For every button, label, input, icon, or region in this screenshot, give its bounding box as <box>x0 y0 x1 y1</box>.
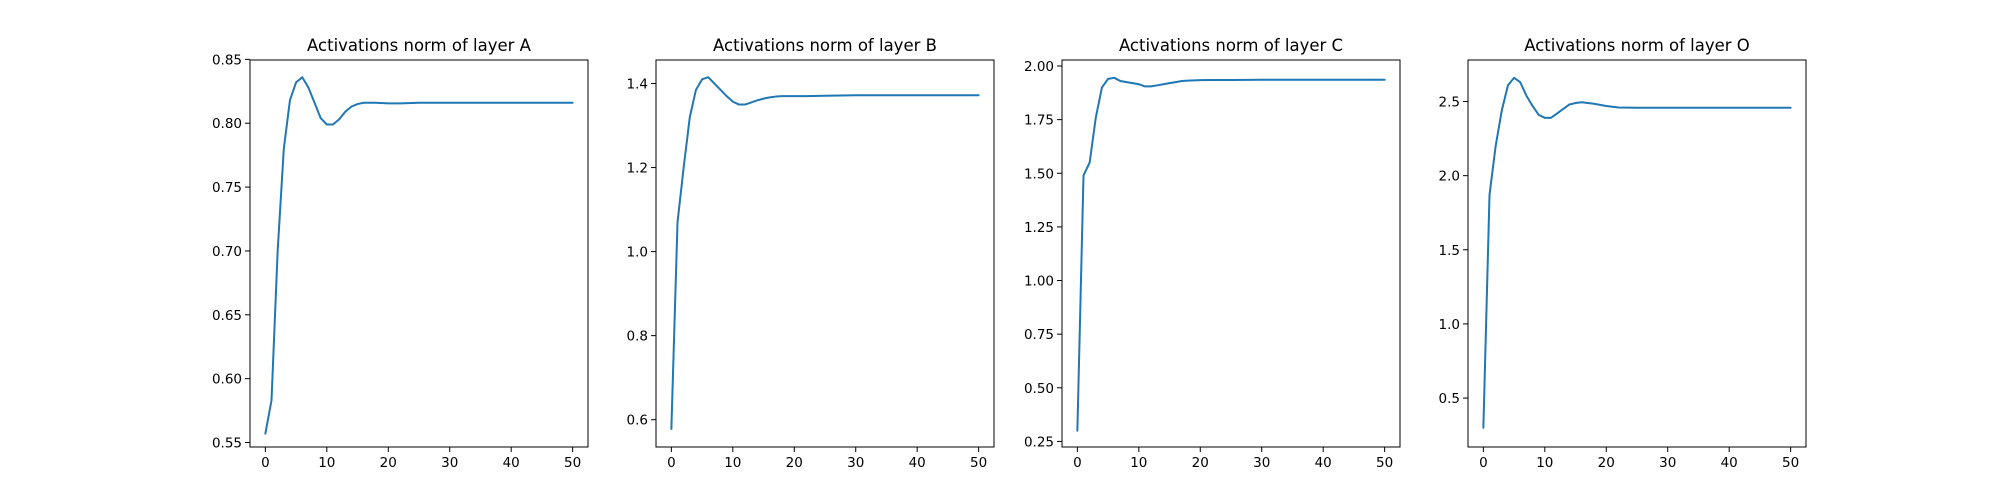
axes-frame <box>1061 59 1401 448</box>
x-tick-label: 50 <box>564 455 581 471</box>
y-tick-label: 0.80 <box>212 116 242 132</box>
y-tick-label: 0.55 <box>212 436 242 452</box>
y-tick-label: 1.25 <box>1024 220 1054 236</box>
y-tick-label: 1.0 <box>1439 317 1460 333</box>
x-tick-label: 20 <box>1192 455 1209 471</box>
y-tick-label: 1.5 <box>1439 243 1460 259</box>
x-tick-label: 20 <box>786 455 803 471</box>
x-tick-label: 30 <box>847 455 864 471</box>
y-tick-label: 0.65 <box>212 308 242 324</box>
y-tick-label: 2.00 <box>1024 59 1054 75</box>
x-tick-label: 20 <box>1598 455 1615 471</box>
y-tick-label: 2.5 <box>1439 95 1460 111</box>
y-tick-label: 0.75 <box>1024 327 1054 343</box>
y-tick-label: 1.75 <box>1024 113 1054 129</box>
series-line-1 <box>670 76 980 430</box>
x-tick-label: 50 <box>1376 455 1393 471</box>
chart-panel-3: Activations norm of layer C 0 10 20 30 40 50 0.… <box>1024 36 1401 471</box>
x-tick-label: 40 <box>909 455 926 471</box>
y-tick-label: 0.25 <box>1024 434 1054 450</box>
y-tick-label: 0.5 <box>1439 391 1460 407</box>
axes-frame <box>249 59 589 448</box>
x-tick-label: 40 <box>503 455 520 471</box>
y-tick-label: 1.2 <box>627 161 648 177</box>
x-tick-label: 0 <box>667 455 676 471</box>
chart-panel-2: Activations norm of layer B 0 10 20 30 40 50 0.… <box>627 36 995 471</box>
axes-frame <box>1467 59 1807 448</box>
x-tick-label: 30 <box>1253 455 1270 471</box>
y-tick-label: 0.60 <box>212 372 242 388</box>
chart-panel-1: Activations norm of layer A 0 10 20 30 40 50 0.… <box>212 36 589 471</box>
y-tick-label: 1.50 <box>1024 166 1054 182</box>
y-tick-label: 0.75 <box>212 180 242 196</box>
x-tick-label: 10 <box>318 455 335 471</box>
chart-title: Activations norm of layer O <box>1524 36 1750 55</box>
x-tick-label: 30 <box>441 455 458 471</box>
x-tick-label: 20 <box>380 455 397 471</box>
y-tick-label: 0.85 <box>212 52 242 68</box>
series-line-1 <box>1482 76 1792 429</box>
x-tick-label: 40 <box>1315 455 1332 471</box>
y-tick-label: 1.0 <box>627 245 648 261</box>
chart-title: Activations norm of layer B <box>713 36 937 55</box>
x-tick-label: 10 <box>724 455 741 471</box>
x-tick-label: 0 <box>1479 455 1488 471</box>
x-tick-label: 10 <box>1536 455 1553 471</box>
y-tick-label: 0.70 <box>212 244 242 260</box>
y-tick-label: 0.6 <box>627 413 648 429</box>
x-tick-label: 0 <box>1073 455 1082 471</box>
chart-title: Activations norm of layer A <box>307 36 532 55</box>
x-tick-label: 50 <box>970 455 987 471</box>
chart-title: Activations norm of layer C <box>1119 36 1343 55</box>
chart-panel-4: Activations norm of layer O 0 10 20 30 40 50 0.… <box>1439 36 1807 471</box>
x-tick-label: 10 <box>1130 455 1147 471</box>
y-tick-label: 0.50 <box>1024 381 1054 397</box>
y-tick-label: 1.4 <box>627 77 648 93</box>
x-tick-label: 0 <box>261 455 270 471</box>
y-tick-label: 2.0 <box>1439 169 1460 185</box>
x-tick-label: 30 <box>1659 455 1676 471</box>
axes-frame <box>655 59 995 448</box>
y-tick-label: 0.8 <box>627 329 648 345</box>
x-tick-label: 50 <box>1782 455 1799 471</box>
x-tick-label: 40 <box>1721 455 1738 471</box>
series-line-1 <box>264 76 574 435</box>
y-tick-label: 1.00 <box>1024 274 1054 290</box>
series-line-1 <box>1076 76 1386 432</box>
